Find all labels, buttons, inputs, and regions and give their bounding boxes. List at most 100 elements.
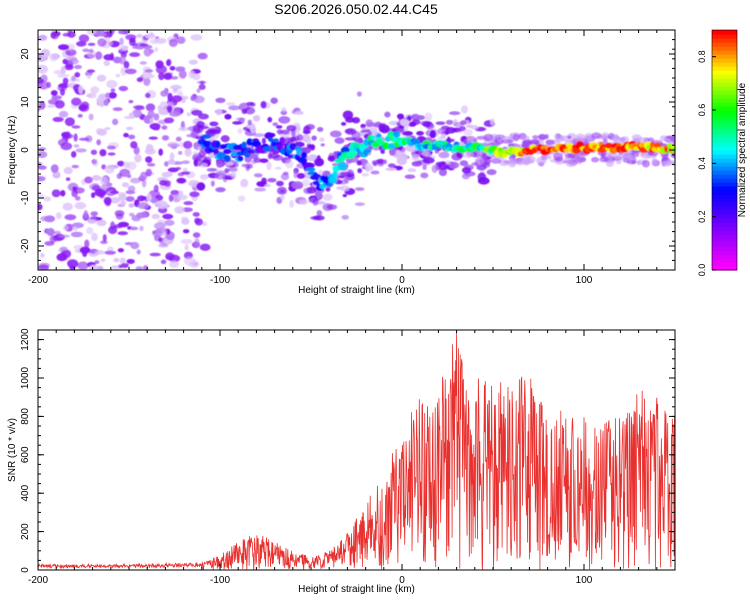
cloud-blob — [435, 121, 446, 126]
cloud-blob — [220, 135, 230, 143]
cloud-blob — [345, 128, 357, 135]
halo-blob — [672, 140, 675, 144]
cloud-blob — [192, 131, 198, 139]
cloud-blob — [291, 135, 300, 142]
noise-blob — [182, 167, 188, 172]
cloud-blob — [402, 131, 414, 136]
colorbar-segment — [712, 58, 737, 63]
colorbar-tick-label: 0.4 — [697, 157, 707, 170]
noise-blob — [88, 113, 94, 121]
noise-blob — [175, 136, 182, 142]
noise-blob — [117, 160, 125, 167]
cloud-blob — [205, 130, 215, 135]
noise-blob — [59, 246, 68, 251]
noise-blob — [181, 160, 190, 165]
noise-blob — [181, 171, 191, 175]
noise-blob — [120, 263, 129, 268]
noise-blob — [78, 104, 87, 111]
noise-blob — [83, 210, 89, 219]
ridge-blob — [223, 155, 231, 163]
noise-blob — [62, 77, 69, 85]
noise-blob — [71, 97, 82, 106]
ridge-blob — [328, 176, 338, 184]
cloud-blob — [192, 151, 198, 155]
noise-blob — [194, 217, 201, 224]
ridge-blob — [237, 155, 244, 162]
noise-blob — [98, 189, 105, 199]
noise-blob — [78, 137, 90, 141]
cloud-blob — [461, 166, 472, 174]
cloud-blob — [369, 126, 378, 134]
halo-blob — [518, 132, 527, 140]
halo-blob — [537, 134, 548, 140]
colorbar-segment — [712, 162, 737, 167]
cloud-blob — [464, 135, 476, 143]
noise-blob — [145, 168, 153, 177]
cloud-blob — [275, 125, 283, 129]
cloud-blob — [196, 182, 206, 191]
noise-blob — [94, 250, 106, 255]
noise-blob — [172, 89, 178, 94]
cloud-blob — [411, 160, 423, 167]
noise-blob — [53, 230, 62, 235]
halo-blob — [545, 139, 555, 146]
cloud-blob — [286, 124, 297, 132]
noise-blob — [136, 33, 143, 38]
colorbar-segment — [712, 250, 737, 255]
cloud-blob — [445, 119, 454, 125]
noise-blob — [199, 80, 205, 85]
colorbar-segment — [712, 102, 737, 107]
cloud-blob — [283, 137, 293, 145]
noise-blob — [124, 68, 137, 75]
cloud-blob — [459, 160, 469, 167]
cloud-blob — [384, 111, 391, 118]
cloud-blob — [281, 107, 287, 112]
noise-blob — [120, 200, 127, 206]
noise-blob — [96, 219, 107, 227]
cloud-blob — [260, 100, 267, 109]
noise-blob — [125, 126, 134, 131]
noise-blob — [176, 177, 187, 184]
noise-blob — [136, 77, 144, 83]
cloud-blob — [272, 122, 279, 127]
noise-blob — [87, 42, 96, 46]
noise-blob — [140, 196, 148, 201]
noise-blob — [192, 232, 201, 238]
noise-blob — [168, 38, 178, 48]
ridge-blob — [263, 146, 272, 152]
noise-blob — [60, 189, 66, 197]
cloud-blob — [320, 143, 325, 147]
cloud-blob — [314, 192, 323, 201]
noise-blob — [158, 148, 164, 156]
cloud-blob — [351, 117, 361, 124]
colorbar-segment — [712, 130, 737, 135]
cloud-blob — [235, 117, 246, 121]
noise-blob — [51, 95, 62, 100]
colorbar-segment — [712, 54, 737, 59]
y-tick-label: 20 — [20, 48, 31, 60]
noise-blob — [146, 163, 156, 167]
noise-blob — [145, 143, 154, 153]
noise-blob — [109, 197, 121, 204]
noise-blob — [163, 72, 173, 80]
colorbar-segment — [712, 74, 737, 79]
cloud-blob — [380, 150, 385, 154]
noise-blob — [57, 73, 70, 78]
cloud-blob — [199, 174, 209, 180]
noise-blob — [90, 86, 100, 94]
noise-blob — [38, 165, 47, 170]
noise-blob — [189, 191, 200, 198]
noise-blob — [170, 189, 180, 196]
noise-blob — [106, 145, 116, 150]
cloud-blob — [405, 143, 416, 152]
cloud-blob — [253, 157, 262, 163]
noise-blob — [100, 240, 108, 245]
halo-blob — [575, 133, 586, 141]
ridge-blob — [223, 148, 232, 155]
noise-blob — [162, 231, 167, 237]
ridge-blob — [272, 138, 280, 143]
halo-blob — [567, 153, 576, 159]
noise-blob — [182, 229, 190, 234]
snr-series-line — [38, 331, 675, 570]
noise-blob — [67, 259, 79, 269]
